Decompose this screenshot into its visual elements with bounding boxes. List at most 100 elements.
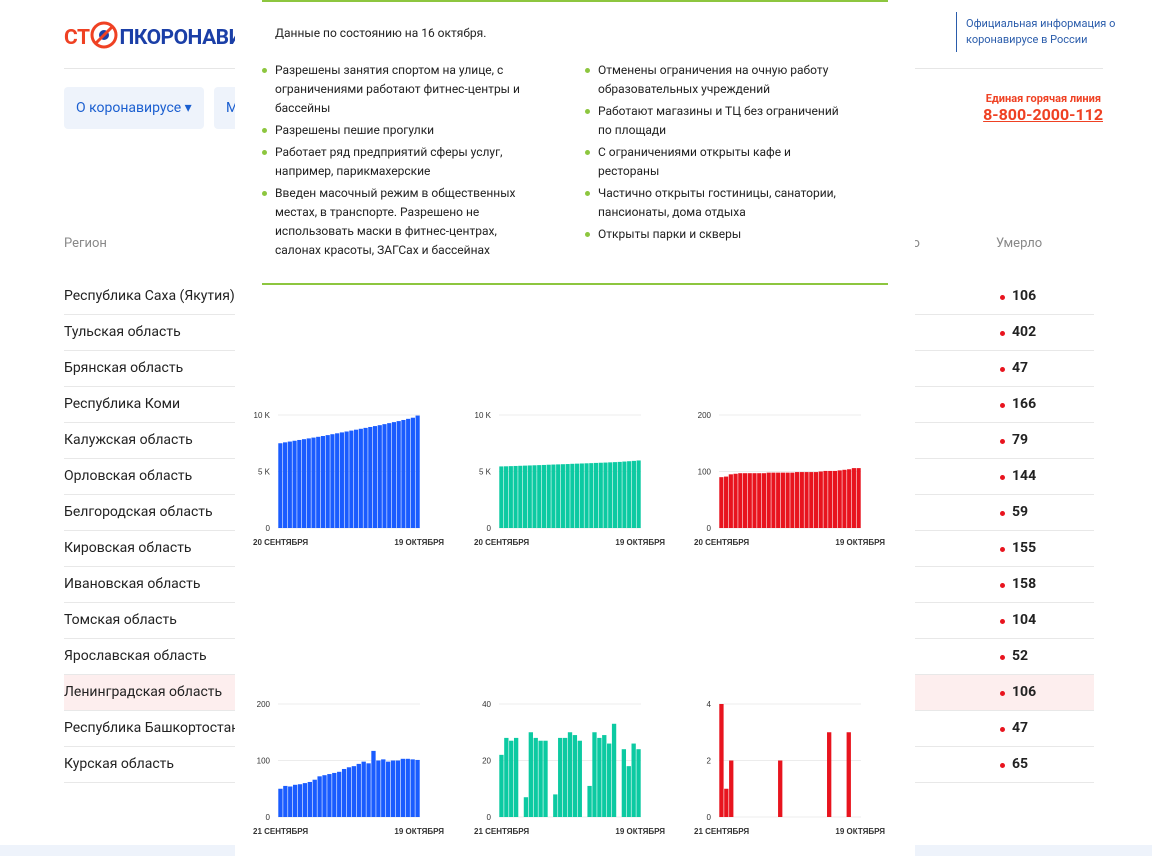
bar: [575, 463, 580, 528]
bar: [724, 788, 729, 817]
bar: [856, 468, 861, 528]
bar: [537, 465, 542, 528]
bar: [778, 760, 783, 817]
measure-item: С ограничениями открыты кафе и рестораны: [585, 143, 855, 181]
bar: [757, 473, 762, 528]
bar: [349, 430, 354, 528]
bar: [612, 462, 618, 528]
bar: [527, 465, 532, 528]
bar: [278, 443, 283, 528]
y-tick-label: 0: [487, 813, 492, 822]
status-dot: [1000, 655, 1005, 660]
deaths-value: 402: [1012, 324, 1037, 340]
bar: [523, 797, 529, 817]
bar: [363, 427, 368, 528]
bar: [316, 436, 321, 528]
bar: [339, 432, 344, 528]
bar: [621, 749, 627, 817]
bar: [358, 428, 363, 528]
status-dot: [1000, 475, 1005, 480]
y-tick-label: 0: [266, 813, 271, 822]
bar: [631, 460, 636, 528]
bar: [320, 436, 326, 528]
bar: [377, 425, 382, 528]
deaths-value: 106: [1012, 684, 1037, 700]
x-tick-label: 19 ОКТЯБРЯ: [835, 538, 885, 547]
official-link[interactable]: Официальная информация о коронавирусе в …: [966, 17, 1116, 46]
status-dot: [1000, 691, 1005, 696]
bar: [522, 465, 528, 528]
measure-item: Разрешены пешие прогулки: [262, 121, 532, 140]
bar: [795, 472, 800, 528]
bar: [307, 781, 312, 817]
bar: [344, 431, 349, 528]
bar: [776, 472, 781, 528]
bar: [780, 472, 785, 528]
bar: [607, 743, 612, 817]
bar: [733, 473, 738, 528]
hotline-number[interactable]: 8-800-2000-112: [983, 105, 1103, 124]
bar: [341, 768, 347, 817]
y-tick-label: 40: [482, 700, 491, 709]
separator: [956, 12, 957, 52]
status-dot: [1000, 763, 1005, 768]
bar: [567, 732, 573, 817]
bar: [728, 474, 733, 528]
bar: [368, 426, 373, 528]
y-tick-label: 4: [707, 700, 712, 709]
region-name: Орловская область: [64, 468, 193, 484]
bar: [335, 433, 340, 528]
y-tick-label: 100: [698, 468, 712, 477]
status-dot: [1000, 583, 1005, 588]
bar: [577, 740, 582, 817]
bar: [602, 735, 607, 817]
y-tick-label: 5 K: [258, 468, 271, 477]
bar: [499, 466, 504, 528]
column-header[interactable]: Регион: [64, 236, 107, 251]
bar: [387, 423, 392, 528]
measure-item: Работает ряд предприятий сферы услуг, на…: [262, 143, 532, 181]
status-dot: [1000, 547, 1005, 552]
bar: [410, 759, 415, 817]
bar: [636, 460, 641, 528]
bar: [608, 462, 613, 528]
bar: [287, 441, 292, 528]
bar: [518, 465, 523, 528]
bar: [719, 477, 724, 528]
bar: [572, 735, 578, 817]
logo-text: ПКОРОНАВИ: [119, 26, 243, 50]
measures-list: Отменены ограничения на очную работу обр…: [585, 61, 855, 247]
bar: [636, 749, 641, 817]
bar: [562, 737, 568, 817]
bar: [579, 463, 584, 528]
measure-item: Отменены ограничения на очную работу обр…: [585, 61, 855, 99]
deaths-value: 155: [1012, 540, 1037, 556]
bar: [405, 758, 410, 817]
bar: [317, 776, 322, 817]
bar: [401, 419, 406, 528]
bar: [327, 774, 332, 817]
x-tick-label: 19 ОКТЯБРЯ: [615, 827, 665, 836]
bar: [719, 704, 724, 817]
bar: [832, 470, 838, 528]
bar: [804, 472, 809, 528]
column-header[interactable]: Умерло: [996, 236, 1043, 251]
x-tick-label: 19 ОКТЯБРЯ: [615, 538, 665, 547]
status-dot: [1000, 403, 1005, 408]
hotline-label: Единая горячая линия: [985, 92, 1101, 105]
bar: [330, 434, 335, 528]
bar: [532, 465, 537, 528]
y-tick-label: 0: [266, 524, 271, 533]
nav-button[interactable]: О коронавирусе ▾: [64, 87, 204, 129]
bar: [533, 737, 538, 817]
measure-item: Работают магазины и ТЦ без ограничений п…: [585, 102, 855, 140]
bar: [382, 424, 387, 528]
region-name: Республика Саха (Якутия): [64, 288, 235, 304]
region-name: Калужская область: [64, 432, 193, 448]
modal: Данные по состоянию на 16 октября. Разре…: [235, 0, 915, 856]
logo[interactable]: СТ ПКОРОНАВИ: [64, 20, 243, 50]
bar: [283, 785, 288, 817]
region-name: Тульская область: [64, 324, 181, 340]
